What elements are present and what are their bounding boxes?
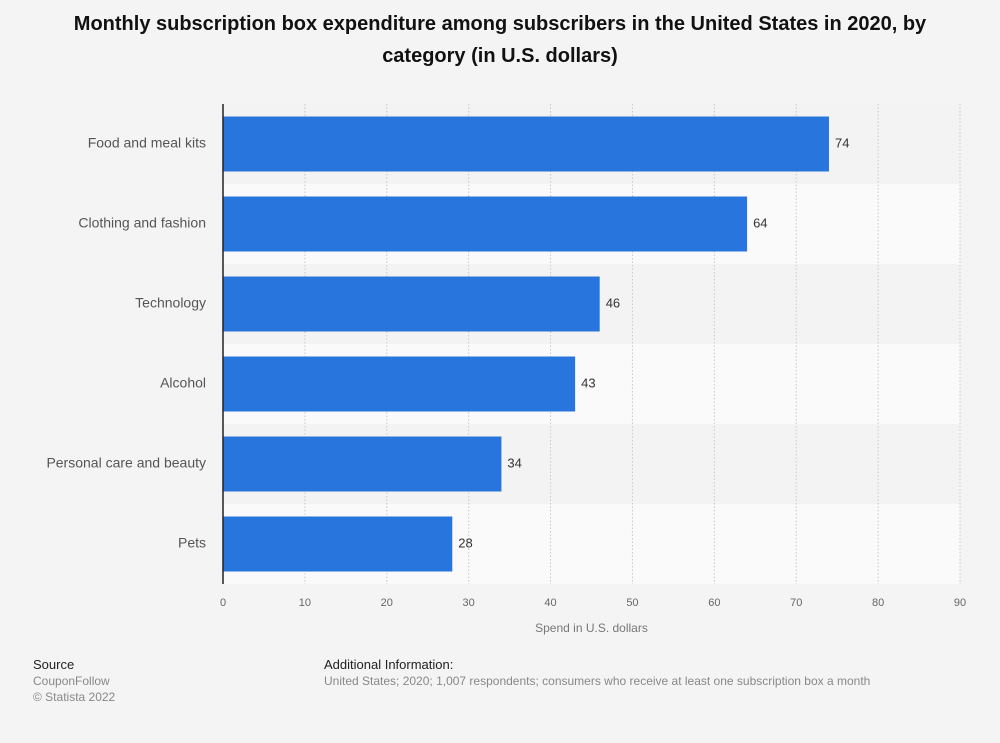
value-label: 74 [835,135,849,150]
bar [223,276,600,332]
bar [223,436,502,492]
bar [223,196,748,252]
info-heading: Additional Information: [324,657,454,672]
x-tick-label: 50 [626,597,638,609]
x-tick-label: 20 [381,597,393,609]
additional-info: Additional Information: United States; 2… [324,657,870,689]
bar [223,116,829,172]
bar [223,356,576,412]
copyright[interactable]: © Statista 2022 [33,690,116,704]
bar [223,516,453,572]
chart-title: Monthly subscription box expenditure amo… [73,13,927,67]
y-tick-label: Personal care and beauty [46,455,206,471]
y-tick-label: Alcohol [160,375,206,391]
x-axis-title: Spend in U.S. dollars [535,621,648,635]
x-tick-label: 40 [544,597,556,609]
x-tick-label: 30 [463,597,475,609]
x-tick-label: 60 [708,597,720,609]
x-tick-label: 90 [954,597,966,609]
value-label: 43 [581,375,595,390]
info-text: United States; 2020; 1,007 respondents; … [324,674,871,688]
y-tick-label: Clothing and fashion [78,215,206,231]
value-label: 46 [606,295,620,310]
x-tick-label: 10 [299,597,311,609]
source-heading: Source [33,657,75,672]
x-tick-label: 0 [220,597,226,609]
x-tick-label: 80 [872,597,884,609]
value-label: 34 [507,455,521,470]
y-tick-label: Food and meal kits [88,135,206,151]
source-block: Source CouponFollow © Statista 2022 [33,657,115,705]
source-name[interactable]: CouponFollow [33,674,110,688]
y-tick-label: Technology [135,295,206,311]
x-tick-label: 70 [790,597,802,609]
y-tick-label: Pets [178,535,206,551]
value-label: 64 [753,215,767,230]
value-label: 28 [458,535,472,550]
